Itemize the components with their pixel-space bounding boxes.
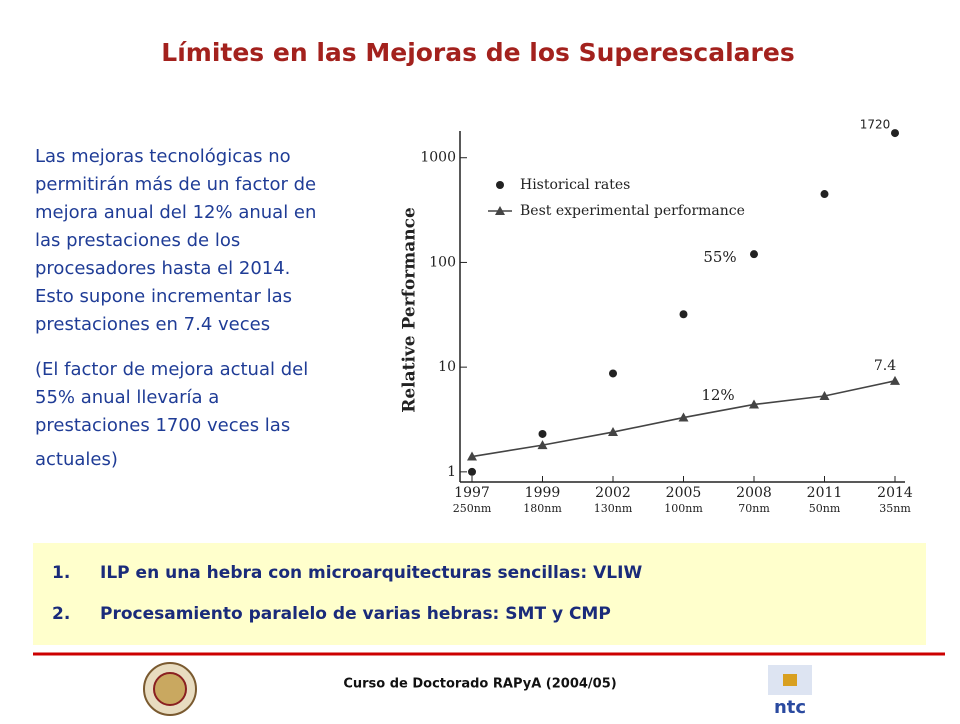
ntc-logo: ntc [768,665,812,718]
x-sub-label: 180nm [523,502,562,515]
list-number: 1. [52,563,70,583]
dot [468,467,476,476]
x-sub-label: 130nm [594,502,633,515]
dot [750,250,758,259]
list-item: Procesamiento paralelo de varias hebras:… [100,604,611,624]
x-sub-label: 50nm [809,502,841,515]
triangle [819,391,830,401]
x-sub-label: 250nm [453,502,492,515]
highlight-box [33,543,926,645]
legend-marker [496,181,504,189]
triangle [749,399,759,409]
dot [820,190,829,199]
legend-label: Historical rates [520,177,630,193]
title: Límites en las Mejoras de los Superescal… [161,38,794,67]
paragraph-line: mejora anual del 12% anual en [35,202,316,223]
paragraph-line: procesadores hasta el 2014. [35,258,290,279]
y-tick-label: 1 [447,464,456,480]
x-tick-label: 2005 [666,485,702,501]
y-axis-label: Relative Performance [400,207,420,413]
triangle [890,375,900,385]
paragraph-line: prestaciones en 7.4 veces [35,314,270,335]
value-label: 1720 [860,118,891,132]
legend-label: Best experimental performance [520,203,745,219]
dot [891,129,899,138]
triangle [608,427,618,437]
dot [538,429,547,438]
list-number: 2. [52,604,70,624]
paragraph-line: Esto supone incrementar las [35,286,292,307]
y-tick-label: 10 [438,359,456,375]
paragraph-line: Las mejoras tecnológicas no [35,146,291,167]
x-tick-label: 1999 [525,485,561,501]
footer-text: Curso de Doctorado RAPyA (2004/05) [343,677,616,692]
paragraph-line: las prestaciones de los [35,230,240,251]
y-tick-label: 100 [429,254,456,270]
dot [679,310,688,319]
svg-text:ntc: ntc [774,697,806,718]
x-sub-label: 35nm [879,502,911,515]
paragraph-line: prestaciones 1700 veces las [35,415,290,436]
paragraph-line: permitirán más de un factor de [35,174,316,195]
university-logo [143,662,197,716]
triangle [467,451,477,461]
dot [609,369,617,378]
value-label: 7.4 [874,358,896,374]
x-tick-label: 1997 [454,485,490,501]
x-tick-label: 2014 [877,485,913,501]
paragraph-line: actuales) [35,449,118,470]
x-tick-label: 2002 [595,485,631,501]
triangle [537,440,548,450]
paragraph-line: 55% anual llevaría a [35,387,219,408]
x-tick-label: 2011 [807,485,843,501]
x-sub-label: 70nm [738,502,770,515]
x-tick-label: 2008 [736,485,772,501]
legend-marker [495,206,505,215]
triangle [678,412,689,422]
y-tick-label: 1000 [420,150,456,166]
annotation: 12% [701,386,734,404]
annotation: 55% [703,248,736,266]
paragraph-line: (El factor de mejora actual del [35,359,308,380]
x-sub-label: 100nm [664,502,703,515]
list-item: ILP en una hebra con microarquitecturas … [100,563,642,583]
